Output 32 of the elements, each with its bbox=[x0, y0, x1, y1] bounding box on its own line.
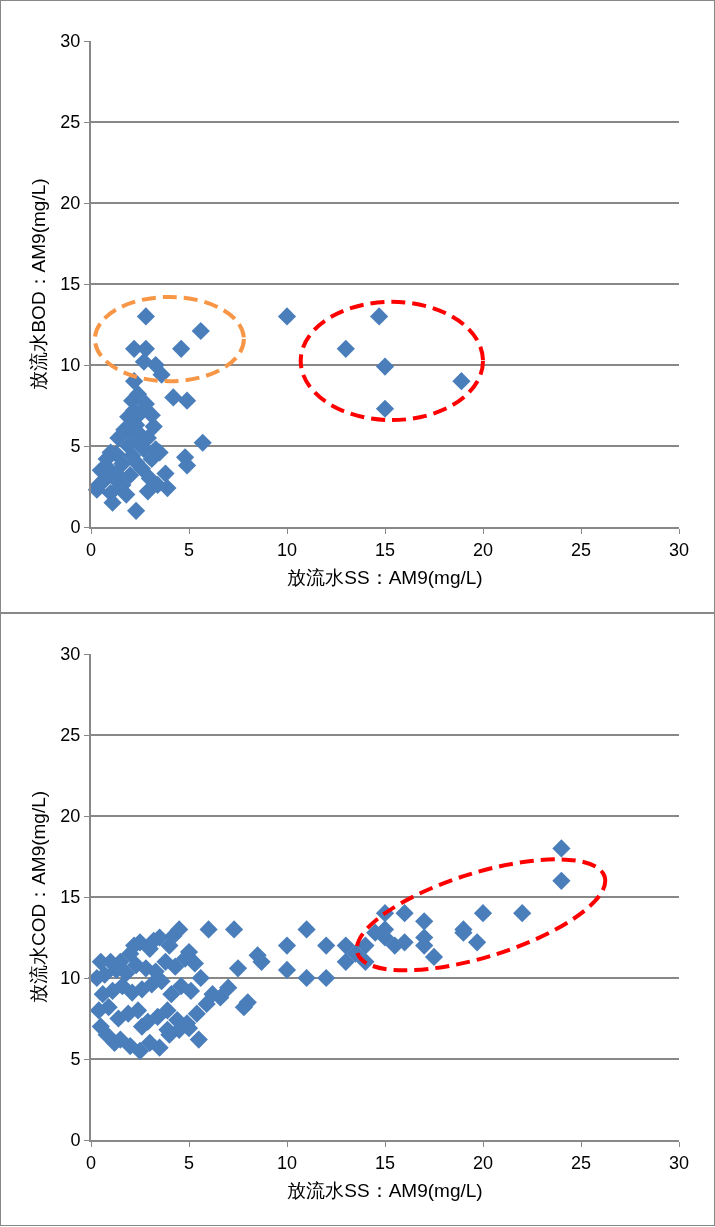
y-tick-label: 20 bbox=[60, 806, 81, 827]
x-tick-label: 20 bbox=[472, 539, 494, 560]
y-tick-label: 15 bbox=[60, 887, 81, 908]
y-axis-title: 放流水COD：AM9(mg/L) bbox=[27, 790, 49, 1004]
x-tick-label: 5 bbox=[183, 539, 195, 560]
x-tick-label: 0 bbox=[85, 539, 97, 560]
x-tick-label: 20 bbox=[472, 1152, 494, 1173]
x-tick-label: 10 bbox=[276, 539, 298, 560]
x-axis-title: 放流水SS：AM9(mg/L) bbox=[287, 1179, 483, 1201]
x-tick-label: 15 bbox=[374, 539, 396, 560]
y-tick-label: 10 bbox=[60, 355, 81, 376]
x-tick-label: 25 bbox=[570, 539, 592, 560]
y-tick-label: 0 bbox=[70, 1130, 81, 1151]
x-tick-label: 0 bbox=[85, 1152, 97, 1173]
x-tick-label: 10 bbox=[276, 1152, 298, 1173]
y-tick-label: 0 bbox=[70, 517, 81, 538]
y-tick-label: 30 bbox=[60, 644, 81, 665]
y-axis-title: 放流水BOD：AM9(mg/L) bbox=[27, 178, 49, 390]
y-tick-label: 5 bbox=[70, 1049, 81, 1070]
y-tick-label: 10 bbox=[60, 968, 81, 989]
x-tick-label: 15 bbox=[374, 1152, 396, 1173]
y-tick-label: 15 bbox=[60, 274, 81, 295]
x-tick-label: 5 bbox=[183, 1152, 195, 1173]
y-tick-label: 5 bbox=[70, 436, 81, 457]
y-tick-label: 25 bbox=[60, 112, 81, 133]
y-tick-label: 30 bbox=[60, 31, 81, 52]
x-tick-label: 30 bbox=[668, 539, 690, 560]
x-tick-label: 25 bbox=[570, 1152, 592, 1173]
x-axis-title: 放流水SS：AM9(mg/L) bbox=[287, 566, 483, 588]
x-tick-label: 30 bbox=[668, 1152, 690, 1173]
y-tick-label: 20 bbox=[60, 193, 81, 214]
y-tick-label: 25 bbox=[60, 725, 81, 746]
